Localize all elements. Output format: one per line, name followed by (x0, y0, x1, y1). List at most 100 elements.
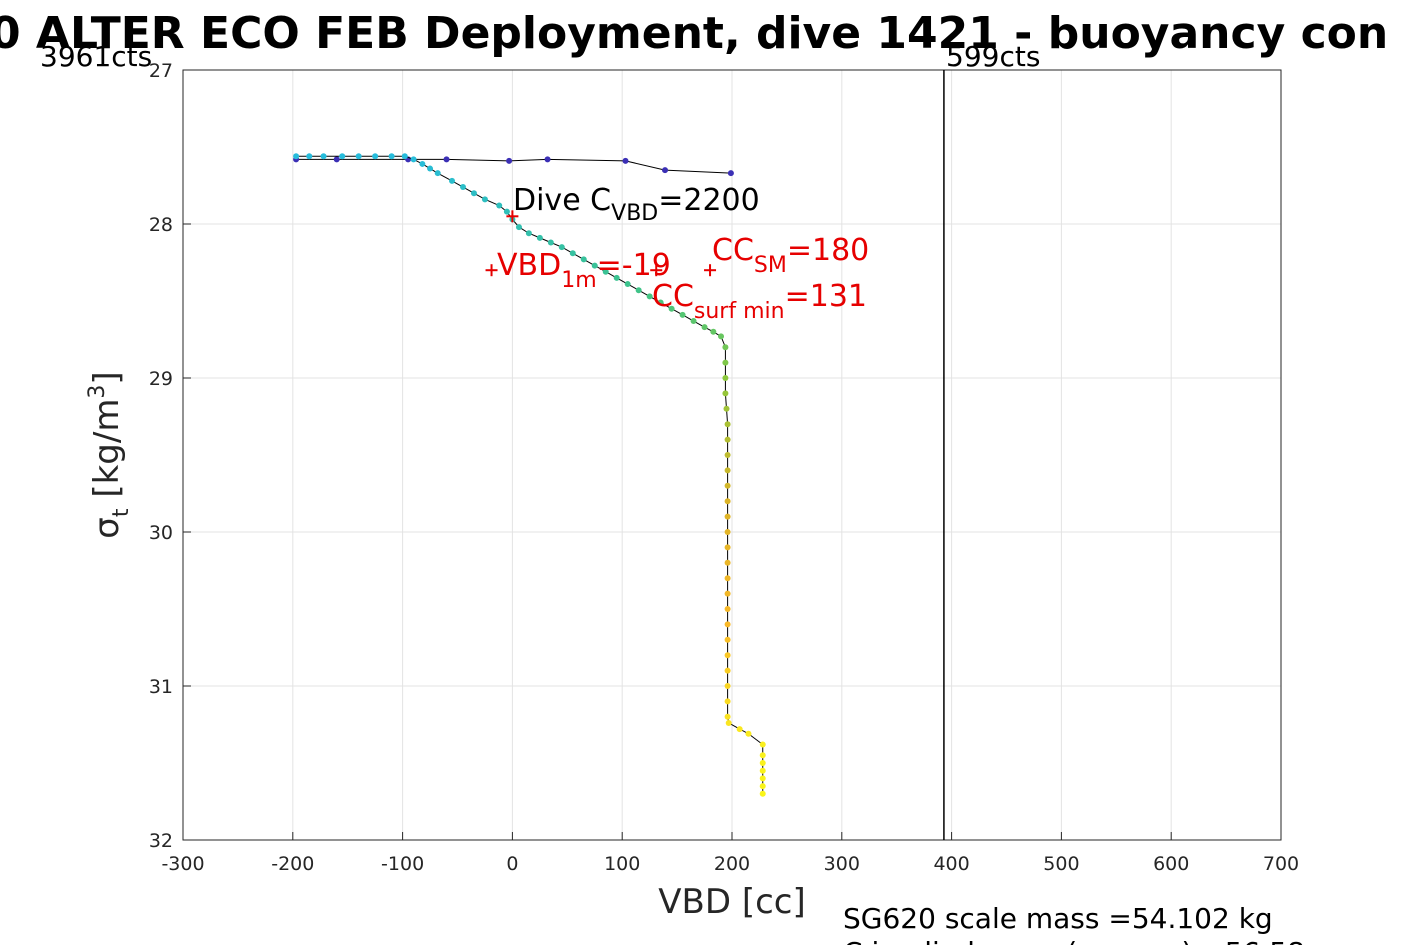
profile-point (759, 760, 766, 766)
profile-point (646, 293, 653, 300)
profile-point (591, 262, 598, 269)
profile-point (569, 250, 576, 257)
profile-point (745, 730, 752, 737)
profile-point (355, 153, 362, 160)
profile-point (525, 230, 532, 237)
profile-point (515, 224, 522, 231)
profile-point (724, 498, 731, 505)
x-tick-label: 400 (933, 853, 969, 875)
x-tick-label: 300 (824, 853, 860, 875)
y-tick-label: 28 (149, 214, 173, 236)
surface-point (544, 156, 551, 163)
y-axis-label-sub: t (109, 508, 134, 517)
profile-point (724, 544, 731, 551)
annotation-ccsurf-pre: CC (652, 279, 694, 314)
annotation-ccsm-pre: CC (712, 233, 754, 268)
profile-point (724, 713, 731, 720)
annotation-ccsurf-post: =131 (785, 279, 867, 314)
annotation-vbd1m-sub: 1m (561, 268, 596, 293)
x-tick-label: -200 (271, 853, 314, 875)
profile-point (580, 256, 587, 263)
surface-point (333, 156, 340, 163)
annotation-ccsurf: CCsurf min=131 (652, 279, 867, 324)
profile-point (724, 621, 731, 628)
profile-point (724, 652, 731, 659)
profile-point (724, 513, 731, 520)
profile-point (759, 790, 766, 797)
profile-point (701, 324, 708, 331)
y-tick-label: 31 (149, 676, 173, 698)
profile-point (724, 436, 731, 443)
y-axis-label-unit: [kg/m (87, 399, 127, 509)
y-axis-label-sup: 3 (85, 385, 110, 399)
x-tick-label: 500 (1043, 853, 1079, 875)
profile-point (434, 170, 441, 177)
profile-point (496, 202, 503, 209)
annotation-dive-cvbd-post: =2200 (658, 183, 759, 218)
profile-point (724, 575, 731, 582)
profile-point (722, 375, 729, 381)
footer-implied-mass: C implied mass (apogee) =56.58 (843, 936, 1305, 945)
profile-point (759, 783, 766, 790)
x-tick-label: 600 (1153, 853, 1189, 875)
profile-point (722, 344, 729, 351)
annotation-vbd1m-post: =-19 (597, 248, 671, 283)
surface-point (622, 157, 629, 164)
profile-point (449, 177, 456, 184)
y-tick-label: 32 (149, 830, 173, 852)
profile-point (722, 359, 729, 366)
profile-point (503, 208, 510, 215)
profile-point (427, 165, 434, 172)
annotation-markers (485, 210, 717, 277)
annotation-ccsurf-sub: surf min (694, 299, 785, 324)
profile-point (624, 281, 631, 288)
profile-point (459, 184, 466, 191)
annotation-vbd1m-pre: VBD (497, 248, 561, 283)
x-tick-label: 200 (714, 853, 750, 875)
profile-point (759, 752, 766, 759)
footer-scale-mass: SG620 scale mass =54.102 kg (843, 902, 1273, 935)
profile-point (724, 421, 731, 428)
annotation-ccsm-sub: SM (754, 253, 787, 278)
corner-label-left: 3961cts (40, 40, 152, 73)
profile-point (481, 196, 488, 203)
profile-point (724, 667, 731, 674)
profile-point (388, 153, 395, 160)
profile-point (547, 239, 554, 246)
profile-point (536, 234, 543, 241)
corner-label-right: 599cts (946, 40, 1040, 73)
axis-ticks: -300 -200 -100 0 100 200 300 400 500 600 700 27 28 29… (149, 60, 1299, 875)
x-axis-label: VBD [cc] (658, 882, 806, 922)
profile-point (724, 482, 731, 489)
profile-point (306, 153, 313, 160)
profile-point (724, 529, 731, 535)
x-tick-label: 700 (1263, 853, 1299, 875)
profile-point (710, 328, 717, 335)
profile-point (724, 683, 731, 689)
profile-point (372, 153, 379, 160)
profile-point (724, 452, 731, 458)
profile-point (759, 775, 766, 782)
annotation-dive-cvbd-pre: Dive C (513, 183, 611, 218)
profile-point (725, 719, 732, 726)
profile-point (558, 244, 565, 251)
profile-point (718, 333, 725, 340)
y-tick-label: 27 (149, 60, 173, 82)
profile-point (293, 153, 300, 160)
surface-point (443, 156, 450, 163)
profile-point (723, 405, 730, 412)
chart-title: 0 ALTER ECO FEB Deployment, dive 1421 - … (0, 8, 1388, 59)
x-tick-label: 100 (604, 853, 640, 875)
y-axis-label: σt [kg/m3] (85, 371, 134, 538)
profile-point (635, 287, 642, 294)
profile-point (724, 698, 731, 705)
profile-point (320, 153, 327, 160)
profile-point (339, 153, 346, 160)
profile-point (724, 636, 731, 643)
x-tick-label: 0 (506, 853, 518, 875)
y-axis-label-close: ] (87, 371, 127, 384)
profile-point (724, 559, 731, 566)
profile-point (657, 299, 664, 306)
surface-point (727, 170, 734, 177)
